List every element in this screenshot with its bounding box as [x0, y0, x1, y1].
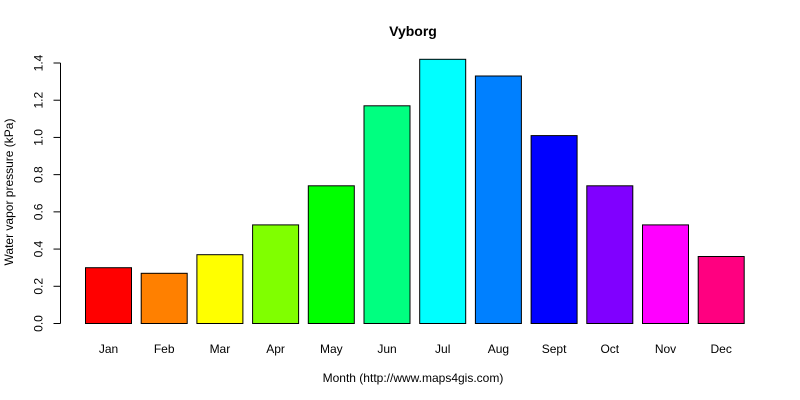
x-tick-label: Dec — [711, 342, 732, 356]
bar-sept — [530, 135, 578, 324]
bar-dec — [697, 256, 745, 324]
y-axis: 0.0 0.2 0.4 0.6 0.8 1.0 1.2 1.4 — [32, 54, 61, 332]
y-tick-label: 1.2 — [32, 92, 46, 109]
bar-may — [307, 185, 355, 324]
bar-apr — [252, 224, 300, 324]
x-tick-label: Jan — [99, 342, 118, 356]
x-tick-label: Nov — [655, 342, 676, 356]
x-tick-label: May — [320, 342, 343, 356]
bars-group — [85, 58, 745, 325]
chart-title: Vyborg — [389, 23, 437, 39]
y-axis-label: Water vapor pressure (kPa) — [2, 119, 16, 266]
bar-jan — [85, 267, 132, 325]
y-tick-label: 0.4 — [32, 240, 46, 257]
y-tick-label: 0.0 — [32, 315, 46, 332]
bar-jul — [419, 58, 467, 325]
bar-mar — [196, 254, 244, 324]
x-axis-label: Month (http://www.maps4gis.com) — [323, 371, 504, 385]
x-tick-label: Sept — [542, 342, 567, 356]
x-tick-label: Apr — [266, 342, 285, 356]
y-tick-label: 0.6 — [32, 203, 46, 220]
x-axis: Jan Feb Mar Apr May Jun Jul Aug Sept Oct Nov Dec — [99, 342, 732, 356]
y-tick-label: 1.4 — [32, 54, 46, 71]
bar-nov — [642, 224, 689, 324]
x-tick-label: Jul — [435, 342, 450, 356]
x-tick-label: Jun — [377, 342, 396, 356]
bar-oct — [586, 185, 634, 324]
bar-jun — [363, 105, 411, 324]
x-tick-label: Mar — [210, 342, 231, 356]
x-tick-label: Aug — [488, 342, 509, 356]
bar-aug — [474, 75, 522, 324]
y-tick-label: 0.2 — [32, 278, 46, 295]
y-tick-label: 1.0 — [32, 129, 46, 146]
bar-feb — [140, 272, 188, 324]
y-tick-label: 0.8 — [32, 166, 46, 183]
x-tick-label: Oct — [600, 342, 619, 356]
x-tick-label: Feb — [154, 342, 175, 356]
